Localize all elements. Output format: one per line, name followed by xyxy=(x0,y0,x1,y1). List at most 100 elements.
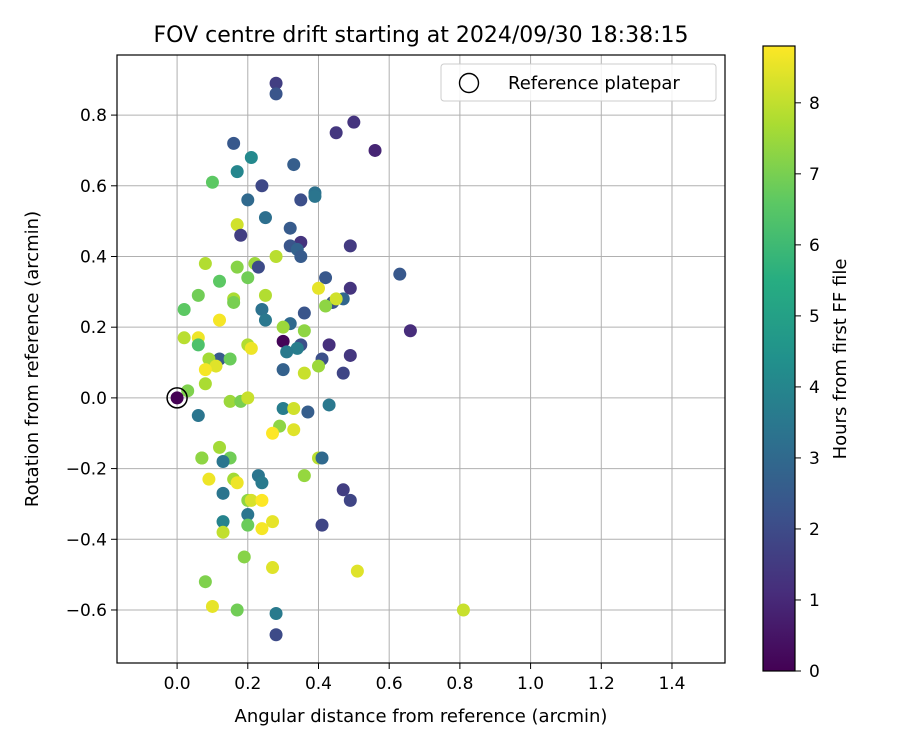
data-point xyxy=(280,345,294,359)
reference-point xyxy=(170,391,184,405)
data-point xyxy=(290,341,304,355)
x-axis-ticks: 0.0 0.2 0.4 0.6 0.8 1.0 1.2 1.4 xyxy=(164,663,686,694)
colorbar-tick-label: 1 xyxy=(809,591,820,611)
data-point xyxy=(258,211,272,225)
data-point xyxy=(311,281,325,295)
data-point xyxy=(230,260,244,274)
x-tick-label: 1.0 xyxy=(517,674,544,694)
data-point xyxy=(266,515,280,529)
data-point xyxy=(177,303,191,317)
x-tick-label: 0.4 xyxy=(305,674,332,694)
x-axis-label: Angular distance from reference (arcmin) xyxy=(235,706,608,727)
data-point xyxy=(315,518,329,532)
data-point xyxy=(205,175,219,189)
colorbar-tick-label: 7 xyxy=(809,165,820,185)
data-point xyxy=(230,218,244,232)
data-point xyxy=(269,249,283,263)
data-point xyxy=(283,221,297,235)
data-point xyxy=(255,303,269,317)
data-point xyxy=(336,483,350,497)
data-point xyxy=(213,313,227,327)
data-point xyxy=(301,405,315,419)
data-point xyxy=(241,193,255,207)
data-point xyxy=(315,451,329,465)
data-point xyxy=(297,306,311,320)
y-tick-label: −0.2 xyxy=(66,460,107,480)
data-point xyxy=(343,239,357,253)
data-point xyxy=(287,158,301,172)
data-point xyxy=(336,366,350,380)
data-point xyxy=(241,271,255,285)
data-point xyxy=(343,281,357,295)
data-point xyxy=(255,179,269,193)
legend-entry: Reference platepar xyxy=(508,73,680,94)
colorbar-tick-label: 4 xyxy=(809,378,820,398)
data-point xyxy=(258,288,272,302)
data-point xyxy=(255,493,269,507)
data-point xyxy=(269,607,283,621)
data-point xyxy=(276,334,290,348)
data-point xyxy=(244,151,258,165)
colorbar-tick-label: 8 xyxy=(809,94,820,114)
x-tick-label: 1.4 xyxy=(658,674,685,694)
y-tick-label: −0.4 xyxy=(66,530,107,550)
reference-marker xyxy=(166,387,188,409)
data-point xyxy=(287,401,301,415)
reference-ring xyxy=(166,387,188,409)
colorbar-tick-label: 0 xyxy=(809,662,820,682)
data-point xyxy=(230,165,244,179)
data-point xyxy=(322,398,336,412)
data-point xyxy=(234,228,248,242)
data-point xyxy=(456,603,470,617)
data-point xyxy=(216,515,230,529)
colorbar-label: Hours from first FF file xyxy=(830,259,851,460)
x-tick-label: 0.0 xyxy=(164,674,191,694)
y-tick-label: 0.8 xyxy=(80,106,107,126)
data-point xyxy=(255,522,269,536)
y-tick-label: −0.6 xyxy=(66,601,107,621)
y-tick-label: 0.0 xyxy=(80,389,107,409)
y-tick-label: 0.6 xyxy=(80,177,107,197)
data-point xyxy=(266,426,280,440)
colorbar xyxy=(762,45,796,672)
data-point xyxy=(393,267,407,281)
data-point xyxy=(191,338,205,352)
data-point xyxy=(241,508,255,522)
data-point xyxy=(216,525,230,539)
data-point xyxy=(244,341,258,355)
data-point xyxy=(276,320,290,334)
data-point xyxy=(311,359,325,373)
data-point xyxy=(241,518,255,532)
colorbar-tick-label: 6 xyxy=(809,236,820,256)
data-point xyxy=(255,476,269,490)
colorbar-tick-label: 3 xyxy=(809,449,820,469)
y-tick-label: 0.2 xyxy=(80,318,107,338)
data-point xyxy=(195,451,209,465)
colorbar-ticks: 0 1 2 3 4 5 6 7 8 xyxy=(795,94,820,682)
data-point xyxy=(343,348,357,362)
data-point xyxy=(276,363,290,377)
data-point xyxy=(198,257,212,271)
data-point xyxy=(350,564,364,578)
y-tick-label: 0.4 xyxy=(80,247,107,267)
data-point xyxy=(223,394,237,408)
chart-title: FOV centre drift starting at 2024/09/30 … xyxy=(154,23,689,48)
data-point xyxy=(227,136,241,150)
data-point xyxy=(213,274,227,288)
data-point xyxy=(223,352,237,366)
data-point xyxy=(403,324,417,338)
data-point xyxy=(266,561,280,575)
data-point xyxy=(269,76,283,90)
data-point xyxy=(198,363,212,377)
data-point xyxy=(294,193,308,207)
data-point xyxy=(213,440,227,454)
data-point xyxy=(202,472,216,486)
legend: Reference platepar xyxy=(440,63,717,102)
plot-frame xyxy=(116,54,726,664)
data-point xyxy=(308,189,322,203)
legend-marker-icon xyxy=(458,72,480,94)
x-tick-label: 0.2 xyxy=(234,674,261,694)
data-point xyxy=(297,469,311,483)
data-point xyxy=(216,455,230,469)
